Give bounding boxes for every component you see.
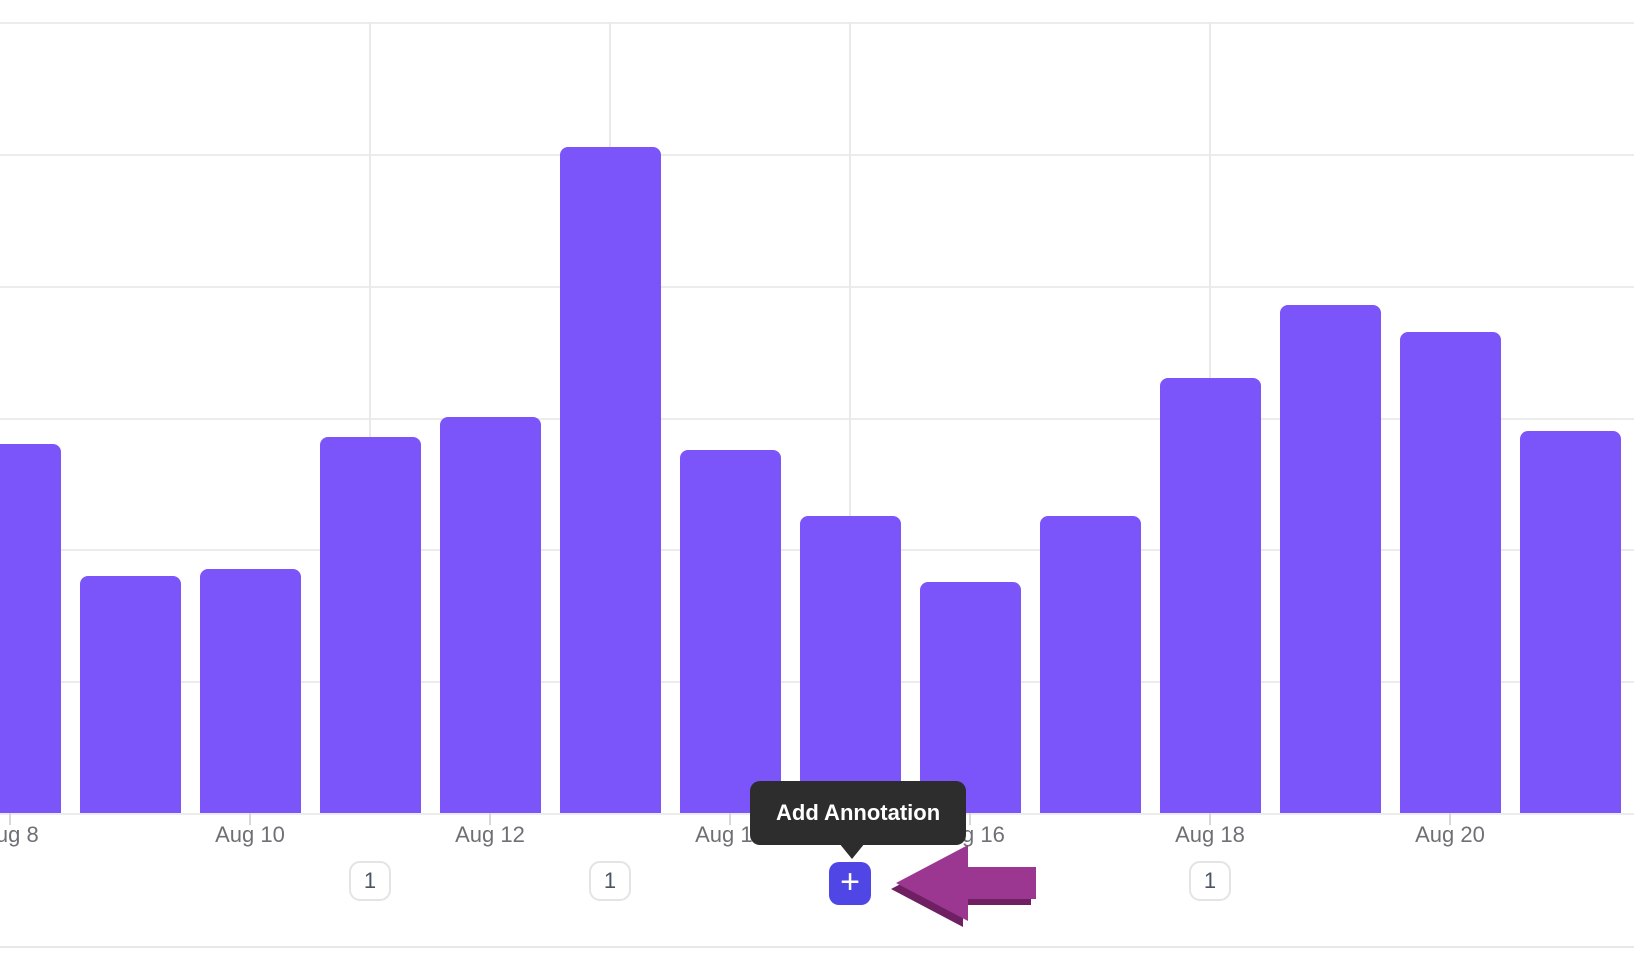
x-tick-aug-20 (1449, 813, 1451, 825)
bar-aug-12[interactable] (439, 417, 541, 813)
x-tick-aug-12 (489, 813, 491, 825)
annotation-badge-aug-13[interactable]: 1 (589, 861, 631, 901)
plus-icon: + (840, 863, 860, 901)
h-gridline (0, 417, 1634, 420)
annotation-guideline-aug-15 (849, 22, 851, 813)
bar-aug-16[interactable] (919, 582, 1021, 813)
annotation-badge-aug-11[interactable]: 1 (349, 861, 391, 901)
bar-aug-18[interactable] (1159, 378, 1261, 813)
x-tick-aug-10 (249, 813, 251, 825)
x-label-aug-12: Aug 12 (455, 822, 525, 847)
annotation-badge-aug-18[interactable]: 1 (1189, 861, 1231, 901)
x-tick-aug-16 (969, 813, 971, 825)
x-label-aug-8: Aug 8 (0, 822, 39, 847)
bar-aug-21[interactable] (1519, 431, 1621, 813)
bar-aug-13[interactable] (559, 147, 661, 813)
pointer-arrow-shape (896, 845, 1036, 921)
bar-aug-11[interactable] (319, 437, 421, 813)
x-label-aug-18: Aug 18 (1175, 822, 1245, 847)
bar-aug-20[interactable] (1399, 332, 1501, 813)
bar-aug-14[interactable] (679, 450, 781, 813)
x-tick-aug-18 (1209, 813, 1211, 825)
add-annotation-tooltip: Add Annotation (750, 781, 967, 845)
x-label-aug-10: Aug 10 (215, 822, 285, 847)
bar-aug-15[interactable] (799, 516, 901, 813)
annotation-guideline-aug-11 (369, 22, 371, 813)
x-tick-aug-8 (9, 813, 11, 825)
bar-aug-9[interactable] (79, 576, 181, 813)
x-tick-aug-14 (729, 813, 731, 825)
bar-aug-17[interactable] (1039, 516, 1141, 813)
bar-aug-8[interactable] (0, 444, 61, 813)
bar-aug-19[interactable] (1279, 305, 1381, 813)
add-annotation-button[interactable]: + (829, 862, 871, 905)
h-gridline (0, 285, 1634, 288)
h-gridline (0, 22, 1634, 24)
tooltip-pointer-icon (839, 843, 865, 859)
bar-aug-10[interactable] (199, 569, 301, 813)
add-annotation-tooltip-label: Add Annotation (776, 800, 941, 825)
x-label-aug-20: Aug 20 (1415, 822, 1485, 847)
h-gridline (0, 153, 1634, 156)
bottom-divider (0, 946, 1634, 948)
